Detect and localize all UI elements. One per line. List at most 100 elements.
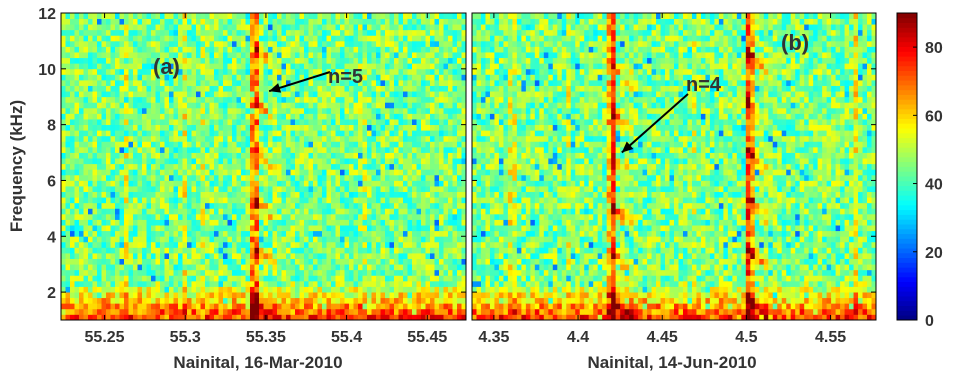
heatmap-cell <box>259 208 264 215</box>
heatmap-cell <box>232 180 237 187</box>
heatmap-cell <box>250 13 255 19</box>
heatmap-cell <box>97 96 102 103</box>
heatmap-cell <box>173 68 179 75</box>
heatmap-cell <box>173 236 179 243</box>
heatmap-cell <box>241 280 246 287</box>
heatmap-cell <box>439 236 444 243</box>
heatmap-cell <box>398 275 404 282</box>
heatmap-cell <box>268 158 273 165</box>
heatmap-cell <box>263 241 269 248</box>
heatmap-cell <box>133 102 138 109</box>
heatmap-cell <box>416 146 422 153</box>
heatmap-cell <box>88 258 93 265</box>
heatmap-cell <box>263 107 269 114</box>
heatmap-cell <box>178 52 183 59</box>
heatmap-cell <box>200 130 206 137</box>
heatmap-cell <box>119 186 125 193</box>
heatmap-cell <box>196 13 201 19</box>
heatmap-cell <box>461 130 467 137</box>
heatmap-cell <box>191 124 197 131</box>
heatmap-cell <box>425 303 431 310</box>
heatmap-cell <box>472 286 477 293</box>
heatmap-cell <box>241 241 246 248</box>
heatmap-cell <box>317 297 323 304</box>
heatmap-cell <box>61 35 66 42</box>
heatmap-cell <box>425 158 431 165</box>
heatmap-cell <box>173 280 179 287</box>
heatmap-cell <box>110 79 116 86</box>
heatmap-cell <box>425 208 431 215</box>
heatmap-cell <box>137 169 143 176</box>
heatmap-cell <box>353 68 359 75</box>
heatmap-cell <box>196 269 201 276</box>
heatmap-cell <box>142 230 147 237</box>
heatmap-cell <box>371 91 377 98</box>
heatmap-cell <box>164 107 170 114</box>
heatmap-cell <box>362 107 368 114</box>
heatmap-cell <box>227 130 233 137</box>
heatmap-cell <box>412 286 417 293</box>
heatmap-cell <box>376 91 381 98</box>
heatmap-cell <box>88 57 93 64</box>
heatmap-cell <box>169 35 174 42</box>
heatmap-cell <box>146 57 152 64</box>
heatmap-cell <box>376 124 381 131</box>
heatmap-cell <box>241 180 246 187</box>
heatmap-cell <box>119 119 125 126</box>
heatmap-cell <box>443 85 449 92</box>
heatmap-cell <box>115 219 120 226</box>
heatmap-cell <box>308 308 314 315</box>
heatmap-cell <box>88 158 93 165</box>
heatmap-cell <box>461 40 467 47</box>
heatmap-cell <box>340 297 345 304</box>
heatmap-cell <box>70 241 75 248</box>
heatmap-cell <box>371 119 377 126</box>
heatmap-cell <box>439 113 444 120</box>
heatmap-cell <box>416 74 422 81</box>
heatmap-cell <box>452 40 458 47</box>
heatmap-cell <box>173 230 179 237</box>
heatmap-cell <box>416 96 422 103</box>
heatmap-cell <box>403 303 408 310</box>
heatmap-cell <box>254 213 260 220</box>
heatmap-cell <box>236 79 242 86</box>
heatmap-cell <box>380 152 386 159</box>
heatmap-cell <box>155 297 161 304</box>
heatmap-cell <box>209 292 215 299</box>
heatmap-cell <box>191 241 197 248</box>
heatmap-cell <box>259 258 264 265</box>
heatmap-cell <box>443 292 449 299</box>
heatmap-cell <box>245 152 251 159</box>
heatmap-cell <box>223 107 228 114</box>
heatmap-cell <box>106 68 111 75</box>
heatmap-cell <box>281 74 287 81</box>
heatmap-cell <box>304 292 309 299</box>
heatmap-cell <box>124 275 129 282</box>
heatmap-cell <box>146 219 152 226</box>
heatmap-cell <box>344 130 350 137</box>
heatmap-cell <box>191 40 197 47</box>
heatmap-cell <box>394 146 399 153</box>
heatmap-cell <box>110 286 116 293</box>
heatmap-cell <box>169 96 174 103</box>
heatmap-cell <box>461 264 467 271</box>
heatmap-cell <box>376 13 381 19</box>
heatmap-cell <box>182 297 188 304</box>
heatmap-cell <box>331 236 336 243</box>
heatmap-cell <box>344 158 350 165</box>
heatmap-cell <box>340 79 345 86</box>
heatmap-cell <box>317 107 323 114</box>
heatmap-cell <box>389 91 395 98</box>
heatmap-cell <box>142 141 147 148</box>
heatmap-cell <box>416 308 422 315</box>
heatmap-cell <box>313 275 318 282</box>
heatmap-cell <box>254 241 260 248</box>
heatmap-cell <box>376 46 381 53</box>
heatmap-cell <box>65 225 71 232</box>
heatmap-cell <box>137 275 143 282</box>
heatmap-cell <box>236 258 242 265</box>
heatmap-cell <box>299 236 305 243</box>
heatmap-cell <box>133 52 138 59</box>
heatmap-cell <box>425 96 431 103</box>
heatmap-cell <box>227 74 233 81</box>
